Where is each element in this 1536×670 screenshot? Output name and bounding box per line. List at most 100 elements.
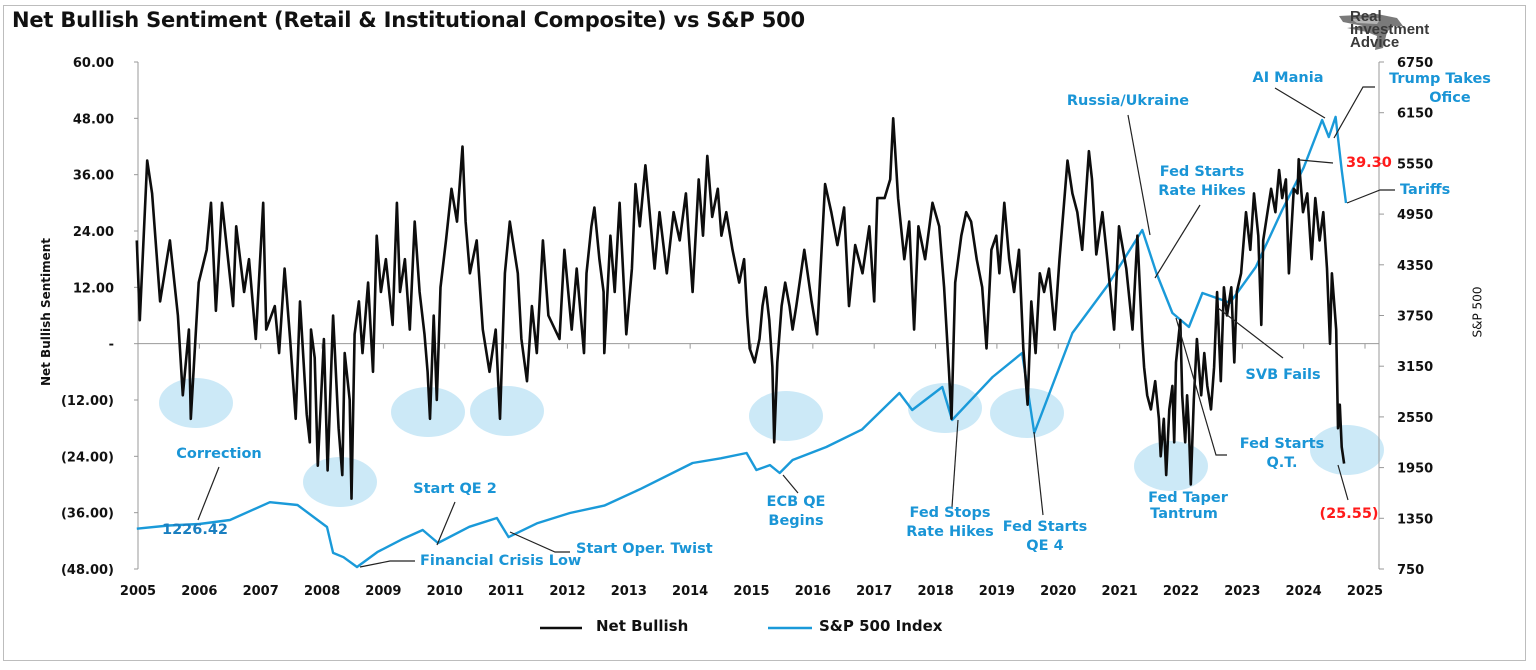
annotation-line: Trump Takes <box>1389 71 1491 87</box>
annotation-line: Fed Starts <box>1002 519 1088 535</box>
x-tick-label: 2005 <box>120 584 156 599</box>
highlight-circle <box>303 457 377 507</box>
left-tick-label: (12.00) <box>61 394 114 409</box>
highlight-circle <box>470 386 544 436</box>
right-tick-label: 5550 <box>1397 157 1433 172</box>
highlight-circle <box>159 378 233 428</box>
annotation-trump-takes-office: Trump Takes Ofice <box>1389 70 1491 108</box>
annotation-leader-line <box>509 531 570 553</box>
chart-frame <box>3 5 1526 661</box>
logo-text: Real Investment Advice <box>1350 8 1430 51</box>
x-tick-label: 2006 <box>181 584 217 599</box>
annotation-leader-line <box>1274 87 1326 119</box>
highlight-circle <box>1134 441 1208 491</box>
legend-sp500: S&P 500 Index <box>819 617 943 635</box>
x-tick-label: 2011 <box>488 584 524 599</box>
x-tick-label: 2017 <box>856 584 892 599</box>
left-tick-label: (36.00) <box>61 507 114 522</box>
annotation-line: Ofice <box>1429 90 1471 106</box>
annotation-leader-line <box>1346 189 1395 204</box>
x-tick-label: 2016 <box>795 584 831 599</box>
left-tick-label: (48.00) <box>61 563 114 578</box>
annotation-start-oper-twist: Start Oper. Twist <box>576 541 713 557</box>
annotation-tariffs: Tariffs <box>1400 182 1451 198</box>
left-tick-label: 24.00 <box>73 225 114 240</box>
x-tick-label: 2019 <box>979 584 1015 599</box>
annotation-ecb-qe: ECB QE Begins <box>767 493 826 531</box>
annotation-financial-crisis-low: Financial Crisis Low <box>420 553 582 569</box>
annotation-peak-value: 39.30 <box>1346 155 1392 171</box>
net-bullish-line <box>135 117 1346 500</box>
highlight-circle <box>1310 425 1384 475</box>
x-tick-label: 2014 <box>672 584 708 599</box>
right-tick-label: 1950 <box>1397 462 1433 477</box>
x-tick-label: 2020 <box>1040 584 1076 599</box>
left-axis-label: Net Bullish Sentiment <box>39 237 54 387</box>
left-tick-label: (24.00) <box>61 450 114 465</box>
x-tick-label: 2018 <box>917 584 953 599</box>
x-tick-label: 2008 <box>304 584 340 599</box>
annotation-line: Fed Stops <box>909 505 991 521</box>
annotation-fed-starts-rate-hikes: Fed Starts Rate Hikes <box>1158 163 1246 201</box>
annotation-line: Fed Starts <box>1159 164 1245 180</box>
annotation-start-qe2: Start QE 2 <box>413 481 497 497</box>
x-tick-label: 2007 <box>243 584 279 599</box>
chart-title: Net Bullish Sentiment (Retail & Institut… <box>12 8 805 32</box>
annotation-last-value: (25.55) <box>1319 506 1379 522</box>
left-tick-label: - <box>109 338 114 353</box>
x-tick-label: 2012 <box>549 584 585 599</box>
annotation-leader-line <box>1217 307 1284 359</box>
annotation-leader-line <box>1175 317 1227 456</box>
eagle-logo-icon <box>1339 14 1403 50</box>
x-tick-label: 2025 <box>1347 584 1383 599</box>
annotation-svb-fails: SVB Fails <box>1245 367 1321 383</box>
right-tick-label: 2550 <box>1397 411 1433 426</box>
highlight-circle <box>749 391 823 441</box>
right-tick-label: 3150 <box>1397 360 1433 375</box>
right-tick-label: 3750 <box>1397 310 1433 325</box>
annotation-line: Tantrum <box>1150 506 1218 522</box>
x-tick-label: 2022 <box>1163 584 1199 599</box>
annotation-leader-line <box>1154 204 1201 279</box>
annotation-leader-line <box>782 474 799 494</box>
annotation-ai-mania: AI Mania <box>1252 70 1324 86</box>
annotation-line: Q.T. <box>1266 455 1298 471</box>
right-tick-label: 6150 <box>1397 107 1433 122</box>
right-tick-label: 6750 <box>1397 56 1433 71</box>
annotation-correction: Correction <box>176 446 262 462</box>
x-tick-label: 2010 <box>427 584 463 599</box>
annotation-russia-ukraine: Russia/Ukraine <box>1066 93 1190 109</box>
legend-net-bullish-swatch <box>540 626 582 630</box>
highlight-circle <box>391 387 465 437</box>
left-tick-label: 60.00 <box>73 56 114 71</box>
annotation-line: Rate Hikes <box>1158 183 1246 199</box>
annotation-leader-line <box>1299 159 1334 164</box>
x-tick-label: 2024 <box>1286 584 1322 599</box>
annotation-leader-line <box>359 560 415 568</box>
annotation-leader-line <box>1337 464 1349 501</box>
annotation-line: Begins <box>768 513 824 529</box>
left-tick-label: 12.00 <box>73 281 114 296</box>
legend-net-bullish: Net Bullish <box>596 617 689 635</box>
x-tick-label: 2013 <box>611 584 647 599</box>
annotation-leader-line <box>197 466 220 521</box>
left-tick-label: 36.00 <box>73 169 114 184</box>
right-axis-label: S&P 500 <box>1470 286 1485 338</box>
annotation-fed-stops-rate-hikes: Fed Stops Rate Hikes <box>906 504 994 542</box>
right-tick-label: 1350 <box>1397 512 1433 527</box>
annotation-line: Fed Starts <box>1239 436 1325 452</box>
right-tick-label: 4950 <box>1397 208 1433 223</box>
annotation-leader-line <box>951 419 959 508</box>
highlight-circle <box>908 383 982 433</box>
annotation-fed-starts-qt: Fed Starts Q.T. <box>1240 435 1324 473</box>
x-tick-label: 2023 <box>1224 584 1260 599</box>
annotation-leader-line <box>436 501 456 546</box>
x-tick-label: 2009 <box>365 584 401 599</box>
legend-sp500-swatch <box>768 626 812 630</box>
right-tick-label: 4350 <box>1397 259 1433 274</box>
left-tick-label: 48.00 <box>73 112 114 127</box>
annotation-fed-starts-qe4: Fed Starts QE 4 <box>1003 518 1087 556</box>
annotation-leader-line <box>1127 114 1151 236</box>
annotation-leader-line <box>1333 86 1375 139</box>
